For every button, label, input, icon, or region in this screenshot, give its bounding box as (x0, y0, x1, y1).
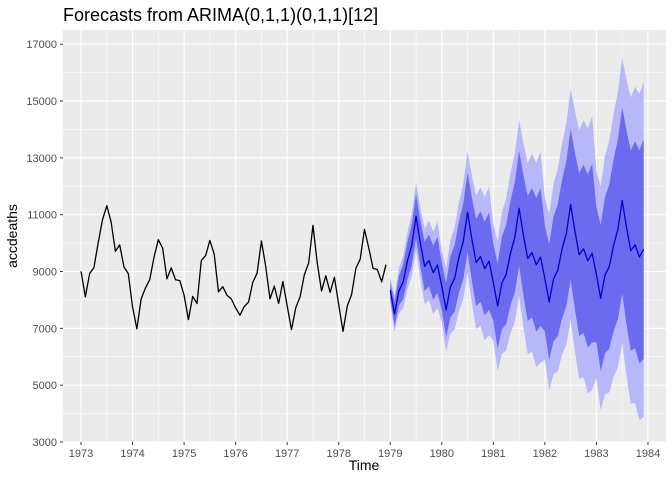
x-tick-label: 1981 (481, 448, 505, 460)
x-tick-label: 1976 (223, 448, 247, 460)
x-tick-label: 1978 (326, 448, 350, 460)
observed-line (80, 205, 387, 333)
x-tick-label: 1979 (378, 448, 402, 460)
y-axis-title: accdeaths (4, 204, 20, 268)
x-tick-label: 1982 (533, 448, 557, 460)
prediction-intervals (390, 57, 644, 420)
y-tick-label: 17000 (26, 39, 57, 51)
x-tick-label: 1975 (172, 448, 196, 460)
forecast-line (389, 199, 645, 315)
y-tick-label: 3000 (33, 437, 57, 449)
y-tick-label: 13000 (26, 153, 57, 165)
x-tick-label: 1984 (636, 448, 660, 460)
x-tick-label: 1980 (430, 448, 454, 460)
x-axis-title: Time (349, 457, 380, 473)
series-lines (80, 199, 645, 333)
x-tick-label: 1977 (275, 448, 299, 460)
x-axis: 1973 1974 1975 1976 1977 1978 1979 1980 1981 1982… (69, 442, 660, 460)
pi80-band (390, 107, 644, 372)
y-tick-label: 15000 (26, 96, 57, 108)
y-tick-label: 11000 (27, 210, 57, 222)
x-tick-label: 1983 (584, 448, 608, 460)
chart-title: Forecasts from ARIMA(0,1,1)(0,1,1)[12] (63, 5, 378, 25)
x-tick-label: 1973 (69, 448, 93, 460)
y-tick-label: 7000 (33, 323, 57, 335)
y-tick-label: 5000 (33, 380, 57, 392)
y-tick-label: 9000 (33, 267, 57, 279)
x-tick-label: 1974 (120, 448, 144, 460)
y-axis: 3000 5000 7000 9000 11000 13000 15000 17000 (26, 39, 63, 449)
